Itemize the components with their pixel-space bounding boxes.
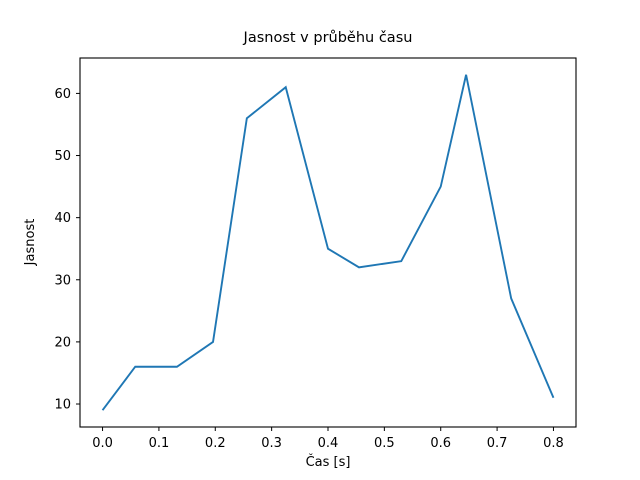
x-tick-label: 0.2 <box>205 436 226 451</box>
x-tick-label: 0.5 <box>374 436 395 451</box>
x-tick-label: 0.7 <box>487 436 508 451</box>
y-axis-label: Jasnost <box>23 219 38 267</box>
x-tick-label: 0.4 <box>318 436 339 451</box>
x-tick-label: 0.3 <box>261 436 282 451</box>
plot-area-frame <box>79 57 577 428</box>
chart-title: Jasnost v průběhu času <box>243 30 413 46</box>
y-tick-label: 50 <box>54 149 71 164</box>
x-axis-ticks: 0.0 0.1 0.2 0.3 0.4 0.5 0.6 0.7 0.8 <box>92 427 564 451</box>
data-series-line <box>101 74 555 411</box>
y-tick-label: 10 <box>54 398 71 413</box>
x-tick-label: 0.1 <box>149 436 170 451</box>
x-axis-label: Čas [s] <box>306 454 351 470</box>
y-tick-label: 60 <box>54 87 71 102</box>
y-tick-label: 30 <box>54 273 71 288</box>
y-tick-label: 40 <box>54 211 71 226</box>
y-axis-ticks: 10 20 30 40 50 60 <box>54 87 80 413</box>
x-tick-label: 0.8 <box>543 436 564 451</box>
x-tick-label: 0.6 <box>430 436 451 451</box>
y-tick-label: 20 <box>54 335 71 350</box>
x-tick-label: 0.0 <box>92 436 113 451</box>
